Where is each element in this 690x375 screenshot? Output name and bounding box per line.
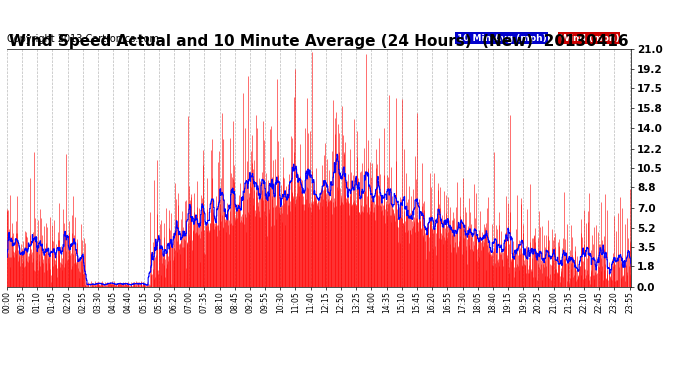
Text: Wind (mph): Wind (mph) [560, 34, 619, 43]
Title: Wind Speed Actual and 10 Minute Average (24 Hours)  (New)  20130416: Wind Speed Actual and 10 Minute Average … [9, 34, 629, 49]
Text: Copyright 2013 Cartronics.com: Copyright 2013 Cartronics.com [7, 34, 159, 44]
Text: 10 Min Avg (mph): 10 Min Avg (mph) [457, 34, 546, 43]
